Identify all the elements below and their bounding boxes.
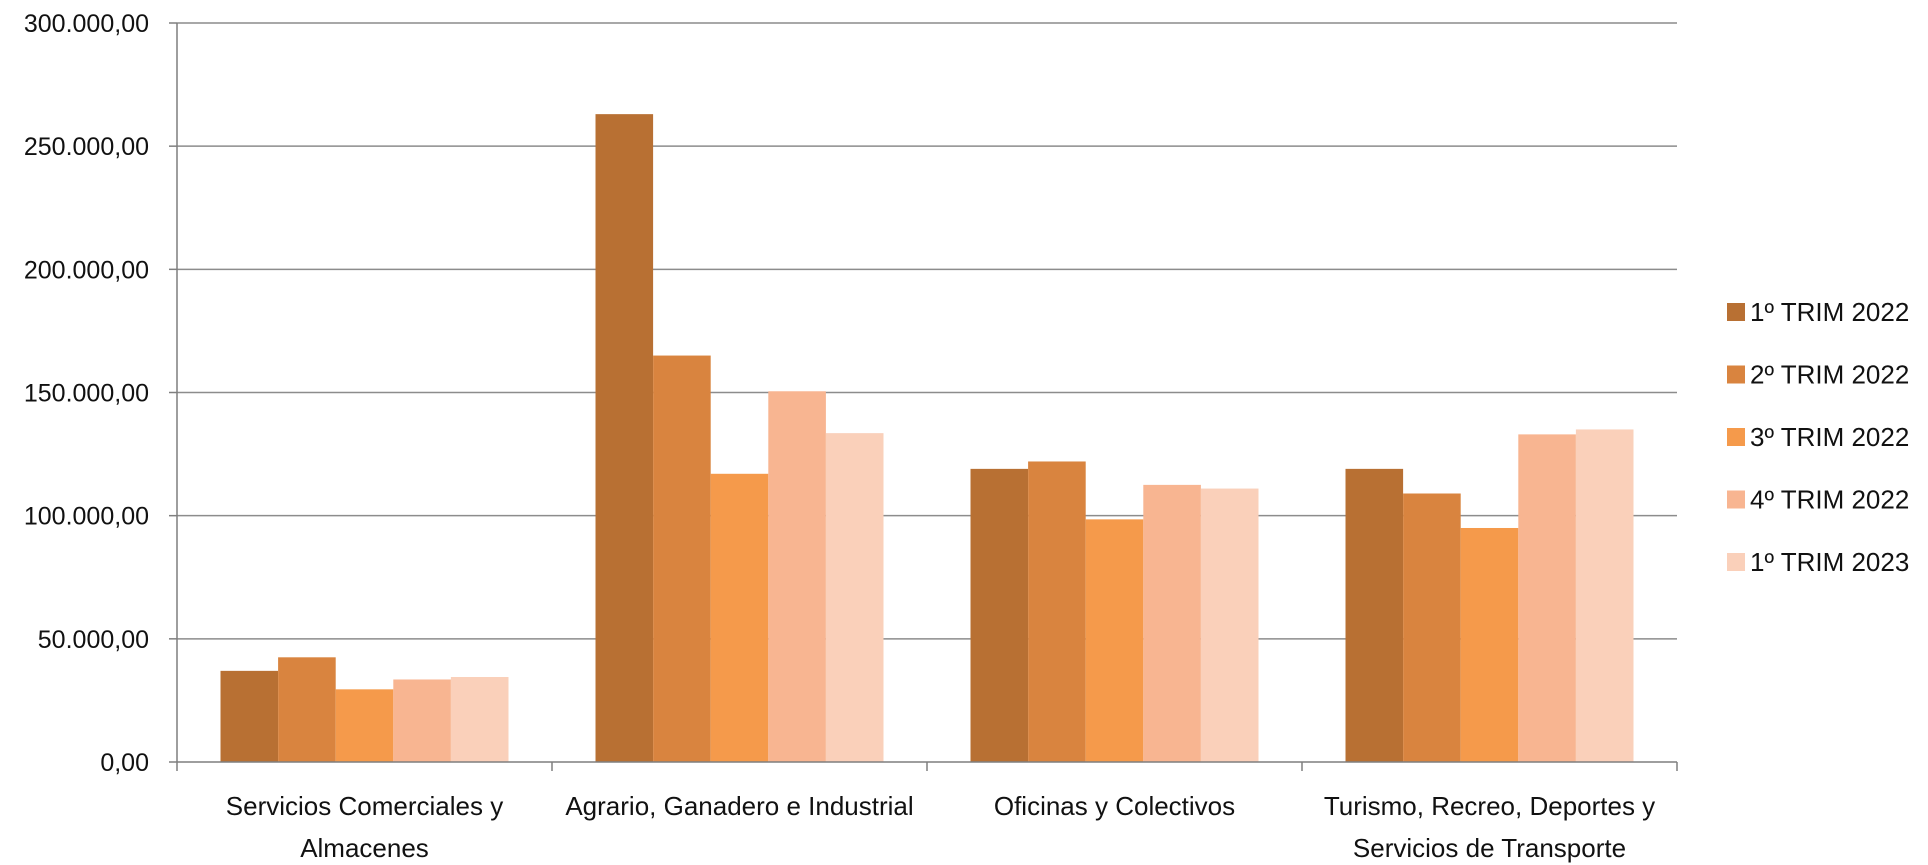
bar [1345,468,1404,762]
legend-swatch [1727,553,1745,571]
bars [220,114,1634,763]
bar [220,670,279,762]
y-tick-label: 300.000,00 [24,10,149,38]
category-label: Servicios Comerciales y [226,791,503,821]
legend-swatch [1727,365,1745,384]
bar [1518,434,1576,762]
legend-swatch [1727,303,1745,321]
bar [278,657,336,762]
bar [393,679,451,762]
bar [1403,493,1461,762]
category-label: Agrario, Ganadero e Industrial [565,791,913,821]
bar [710,473,769,762]
y-tick-label: 50.000,00 [38,626,149,654]
bar [450,677,509,762]
legend-swatch [1727,428,1745,446]
y-tick-label: 150.000,00 [24,380,149,408]
y-tick-label: 0,00 [100,749,149,777]
category-label: Oficinas y Colectivos [994,791,1235,821]
legend-swatch [1727,490,1745,509]
bar [335,689,394,762]
category-labels: Servicios Comerciales y Almacenes Agrario,… [226,791,1655,863]
bar [1143,484,1201,762]
y-tick-label: 100.000,00 [24,503,149,531]
bar [595,114,654,763]
bar [825,433,884,762]
bar [1575,429,1634,762]
bar [1028,461,1086,762]
axes [169,22,1678,771]
category-label: Almacenes [300,833,429,863]
bar [970,468,1029,762]
bar [1085,519,1144,762]
bar [1200,488,1259,762]
bar [1460,527,1519,762]
category-label: Servicios de Transporte [1353,833,1626,863]
legend-label: 4º TRIM 2022 [1750,485,1909,515]
y-tick-label: 250.000,00 [24,133,149,161]
legend-label: 2º TRIM 2022 [1750,360,1909,390]
bar [768,391,826,762]
y-tick-labels: 0,00 50.000,00 100.000,00 150.000,00 200.000… [24,10,149,777]
legend-label: 1º TRIM 2022 [1750,297,1909,327]
y-tick-label: 200.000,00 [24,256,149,284]
category-label: Turismo, Recreo, Deportes y [1324,791,1655,821]
bar [653,355,711,762]
legend-label: 3º TRIM 2022 [1750,422,1909,452]
legend: 1º TRIM 2022 2º TRIM 2022 3º TRIM 2022 4º T… [1727,297,1909,577]
legend-label: 1º TRIM 2023 [1750,547,1909,577]
